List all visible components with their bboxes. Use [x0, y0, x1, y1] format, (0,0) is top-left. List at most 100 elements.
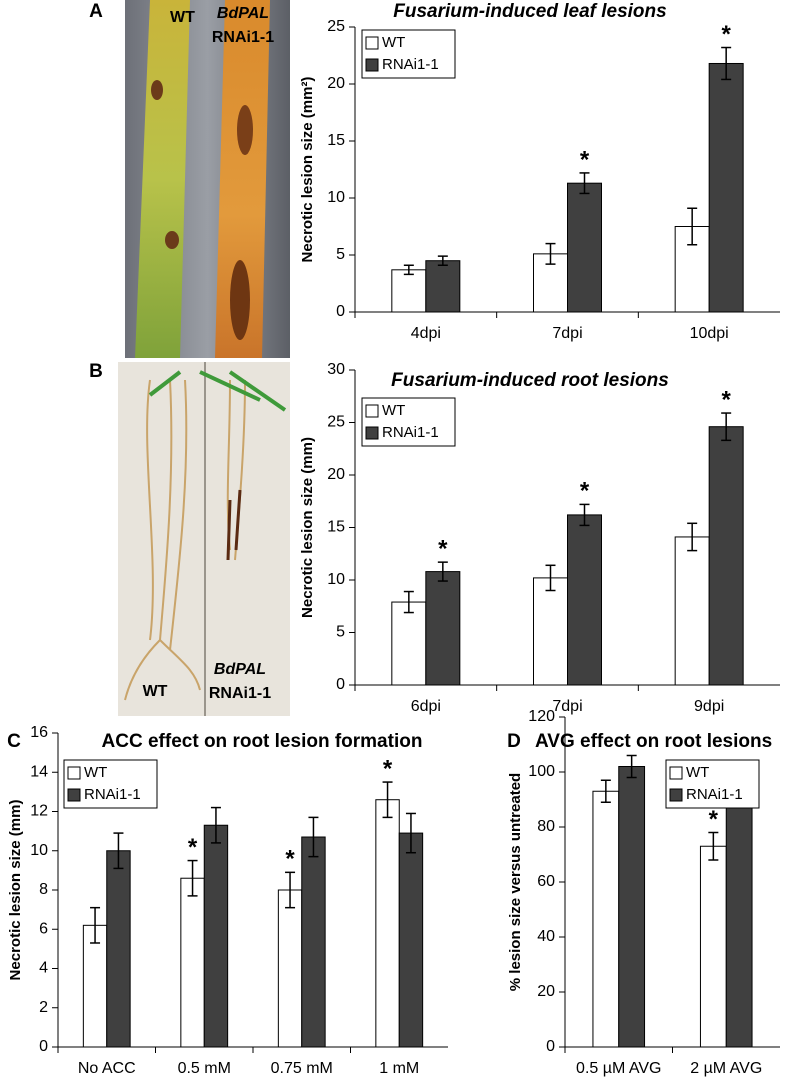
error-bar	[403, 590, 414, 614]
significance-mark: *	[580, 146, 590, 173]
bar	[567, 182, 602, 313]
error-bar	[687, 207, 698, 246]
legend-label: RNAi1-1	[686, 786, 743, 803]
y-tick-label: 16	[30, 724, 48, 741]
legend-label: RNAi1-1	[84, 786, 141, 803]
y-tick-label: 80	[537, 818, 555, 835]
y-tick-label: 4	[39, 960, 48, 977]
x-tick-label: No ACC	[78, 1060, 136, 1077]
error-bar	[579, 172, 590, 195]
y-tick-label: 100	[528, 763, 555, 780]
error-bar	[437, 255, 448, 267]
y-tick-label: 30	[327, 361, 345, 378]
photo-label: WT	[143, 683, 168, 700]
y-tick-label: 20	[327, 75, 345, 92]
y-tick-label: 15	[327, 519, 345, 536]
legend-label: WT	[84, 764, 107, 781]
photo-a	[125, 0, 290, 358]
photo-label: RNAi1-1	[212, 29, 274, 46]
y-tick-label: 25	[327, 18, 345, 35]
bar	[618, 766, 646, 1048]
significance-mark: *	[383, 755, 393, 782]
x-tick-label: 2 µM AVG	[690, 1060, 762, 1077]
y-tick-label: 10	[30, 842, 48, 859]
legend-label: WT	[686, 764, 709, 781]
photo-label: WT	[170, 9, 195, 26]
y-tick-label: 14	[30, 763, 48, 780]
chart-title: AVG effect on root lesions	[535, 731, 772, 752]
panel-label: D	[507, 731, 521, 752]
y-tick-label: 20	[327, 466, 345, 483]
x-tick-label: 9dpi	[694, 698, 724, 715]
error-bar	[708, 831, 719, 861]
photo-label: BdPAL	[214, 661, 266, 678]
bar	[375, 799, 400, 1048]
y-tick-label: 20	[537, 983, 555, 1000]
significance-mark: *	[188, 834, 198, 861]
photo-label: RNAi1-1	[209, 685, 271, 702]
y-tick-label: 0	[546, 1038, 555, 1055]
bar	[425, 571, 461, 686]
y-tick-label: 5	[336, 624, 345, 641]
legend-label: RNAi1-1	[382, 424, 439, 441]
error-bar	[382, 781, 393, 819]
bar	[725, 790, 753, 1048]
y-tick-label: 60	[537, 873, 555, 890]
y-tick-label: 15	[327, 132, 345, 149]
x-tick-label: 0.5 mM	[178, 1060, 231, 1077]
y-tick-label: 10	[327, 571, 345, 588]
significance-mark: *	[709, 806, 719, 833]
y-tick-label: 12	[30, 803, 48, 820]
y-tick-label: 5	[336, 246, 345, 263]
legend-swatch	[669, 766, 683, 780]
photo-b	[118, 362, 290, 716]
x-tick-label: 4dpi	[411, 325, 441, 342]
error-bar	[545, 242, 556, 265]
legend-label: WT	[382, 402, 405, 419]
legend-swatch	[669, 788, 683, 802]
x-tick-label: 1 mM	[379, 1060, 419, 1077]
significance-mark: *	[285, 846, 295, 873]
bar	[708, 426, 744, 686]
y-tick-label: 2	[39, 999, 48, 1016]
error-bar	[721, 412, 732, 442]
y-axis-label: % lesion size versus untreated	[507, 773, 524, 991]
x-tick-label: 0.5 µM AVG	[576, 1060, 661, 1077]
error-bar	[90, 906, 101, 944]
panel-label: C	[7, 731, 21, 752]
x-tick-label: 0.75 mM	[271, 1060, 333, 1077]
x-tick-label: 7dpi	[552, 698, 582, 715]
y-tick-label: 40	[537, 928, 555, 945]
bar	[425, 260, 461, 313]
error-bar	[437, 561, 448, 582]
bar	[301, 836, 326, 1048]
error-bar	[687, 522, 698, 552]
legend-swatch	[365, 36, 379, 50]
y-tick-label: 0	[336, 676, 345, 693]
error-bar	[600, 779, 611, 803]
bar	[592, 790, 620, 1048]
significance-mark: *	[721, 386, 731, 413]
error-bar	[545, 564, 556, 592]
significance-mark: *	[438, 535, 448, 562]
error-bar	[721, 46, 732, 81]
legend-label: WT	[382, 34, 405, 51]
bar	[674, 536, 710, 686]
legend-swatch	[67, 766, 81, 780]
bar	[533, 577, 568, 686]
y-tick-label: 120	[528, 708, 555, 725]
chart-title: ACC effect on root lesion formation	[102, 731, 423, 752]
bar	[567, 514, 602, 686]
bar	[391, 601, 427, 686]
error-bar	[308, 816, 319, 858]
y-tick-label: 0	[39, 1038, 48, 1055]
panel-label: B	[89, 361, 103, 382]
legend-swatch	[67, 788, 81, 802]
error-bar	[187, 859, 198, 897]
y-tick-label: 10	[327, 189, 345, 206]
bar	[106, 850, 131, 1048]
chart-title: Fusarium-induced leaf lesions	[393, 1, 666, 22]
error-bar	[210, 806, 221, 844]
bar	[277, 889, 303, 1048]
